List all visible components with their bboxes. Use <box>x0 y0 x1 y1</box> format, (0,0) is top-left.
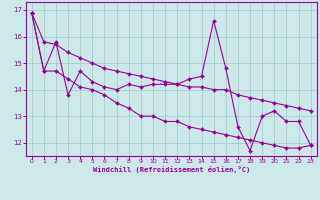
X-axis label: Windchill (Refroidissement éolien,°C): Windchill (Refroidissement éolien,°C) <box>92 166 250 173</box>
